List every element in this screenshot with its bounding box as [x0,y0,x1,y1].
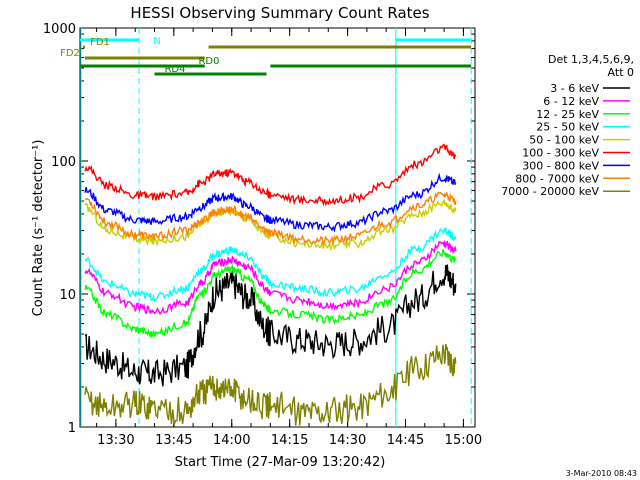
x-tick-label-14:15: 14:15 [271,433,308,448]
legend-label-2: 12 - 25 keV [536,108,599,121]
x-tick-label-15:00: 15:00 [445,433,482,448]
y-axis-label: Count Rate (s⁻¹ detector⁻¹) [31,140,46,317]
legend-label-7: 800 - 7000 keV [515,172,599,185]
series-line-12-25keV [84,249,457,339]
series-line-800-7000keV [84,191,457,246]
x-tick-label-13:30: 13:30 [97,433,134,448]
series-line-6-12keV [84,240,457,316]
footer-timestamp: 3-Mar-2010 08:43 [566,469,637,478]
x-tick-label-13:45: 13:45 [155,433,192,448]
x-axis-label: Start Time (27-Mar-09 13:20:42) [175,455,386,470]
chart-title: HESSI Observing Summary Count Rates [130,4,429,22]
plot-frame [79,27,476,428]
plot-area: 1 10 100 1000 13:30 13:45 14:00 14:15 14:30 14:45… [43,22,482,448]
series-line-25-50keV [84,227,457,303]
x-tick-label-14:00: 14:00 [213,433,250,448]
y-tick-label-100: 100 [51,155,76,170]
y-tick-label-1000: 1000 [43,22,76,37]
series-line-300-800keV [84,172,457,233]
x-tick-label-14:30: 14:30 [329,433,366,448]
flag-label-fd2: FD2 [60,48,80,59]
series-line-100-300keV [84,143,457,207]
flag-label-n: N [153,36,160,47]
legend-label-1: 6 - 12 keV [543,95,599,108]
x-tick-label-14:45: 14:45 [387,433,424,448]
legend-label-3: 25 - 50 keV [536,121,599,134]
series-line-50-100keV [84,198,457,252]
legend-label-5: 100 - 300 keV [522,147,599,160]
flag-label-fd1: FD1 [90,37,110,48]
legend-label-0: 3 - 6 keV [550,82,599,95]
flag-label-rd0: RD0 [198,56,219,67]
legend-header-line-1: Det 1,3,4,5,6,9, [548,53,634,66]
y-tick-label-1: 1 [68,421,76,436]
legend-label-8: 7000 - 20000 keV [501,185,599,198]
legend-label-6: 300 - 800 keV [522,159,599,172]
legend-label-4: 50 - 100 keV [529,134,599,147]
flag-label-rd4: RD4 [164,64,185,75]
series-line-7000-20000keV [84,343,457,426]
legend-header-line-2: Att 0 [608,66,634,79]
y-tick-label-10: 10 [59,288,76,303]
series-line-3-6keV [84,264,457,387]
